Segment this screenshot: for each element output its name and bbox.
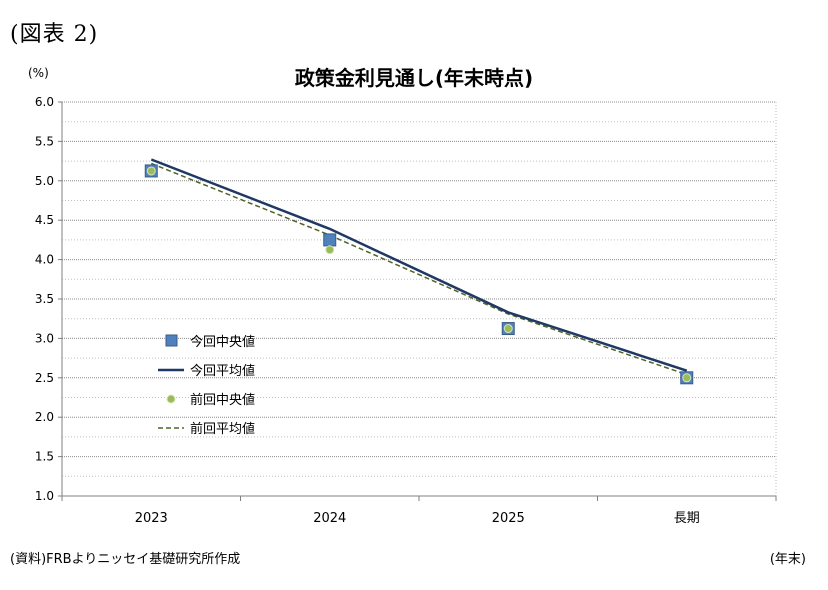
legend-swatch [166, 394, 176, 404]
point-previous-median [503, 324, 513, 334]
source-note: (資料)FRBよりニッセイ基礎研究所作成 [10, 552, 241, 567]
point-previous-median [682, 373, 692, 383]
point-current-median [323, 233, 337, 247]
y-tick-label: 5.5 [35, 134, 54, 148]
chart-title: 政策金利見通し(年末時点) [294, 66, 534, 90]
legend-label: 今回中央値 [190, 334, 255, 350]
y-tick-label: 2.5 [35, 371, 54, 385]
y-axis-label: (%) [28, 66, 49, 80]
y-tick-label: 3.0 [35, 331, 54, 345]
y-tick-label: 3.5 [35, 292, 54, 306]
x-category-label: 2024 [313, 511, 346, 526]
legend-label: 前回平均値 [190, 421, 255, 437]
y-tick-label: 1.0 [35, 489, 54, 503]
y-tick-label: 2.0 [35, 410, 54, 424]
y-tick-label: 4.0 [35, 253, 54, 267]
x-category-label: 2023 [135, 511, 168, 526]
x-category-label: 2025 [492, 511, 525, 526]
legend-label: 今回平均値 [190, 363, 255, 379]
y-tick-label: 5.0 [35, 174, 54, 188]
figure-label: (図表 2) [10, 22, 99, 47]
point-previous-median [146, 166, 156, 176]
y-tick-label: 1.5 [35, 450, 54, 464]
series-line-previous-mean [151, 162, 688, 376]
legend-swatch [165, 334, 178, 347]
y-tick-label: 6.0 [35, 95, 54, 109]
y-tick-label: 4.5 [35, 213, 54, 227]
x-category-label: 長期 [674, 511, 700, 526]
x-unit-note: (年末) [769, 552, 806, 567]
point-previous-median [325, 245, 335, 255]
series-line-current-mean [150, 158, 688, 372]
legend-label: 前回中央値 [190, 392, 255, 408]
